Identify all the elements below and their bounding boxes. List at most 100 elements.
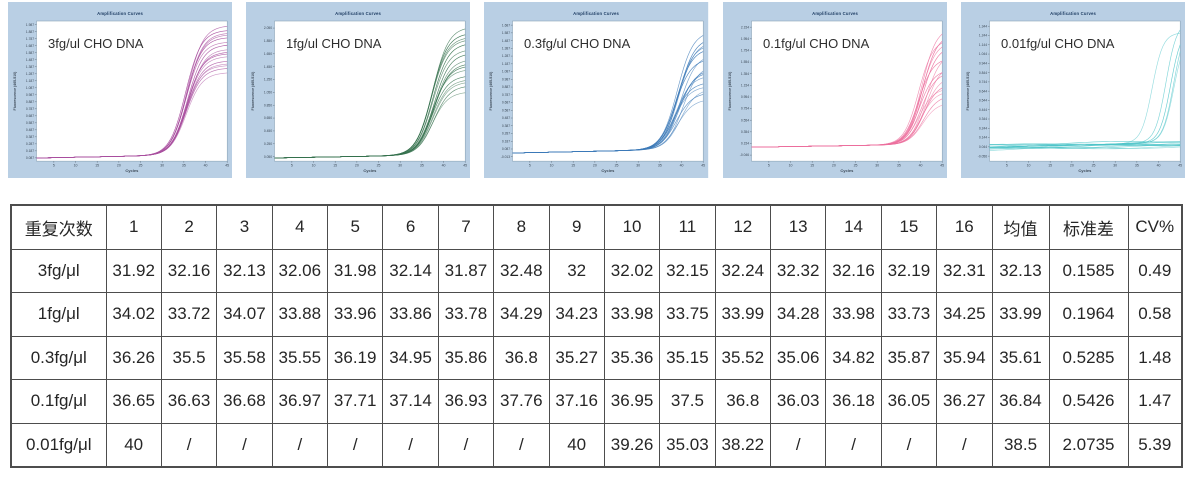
- svg-text:0.244: 0.244: [979, 126, 987, 130]
- ct-value-cell: 33.98: [825, 292, 882, 337]
- flat-curve: [989, 143, 1181, 149]
- svg-text:15: 15: [810, 163, 814, 167]
- cv-cell: 0.49: [1127, 248, 1183, 294]
- ct-value-cell: 35.15: [659, 335, 716, 381]
- svg-text:40: 40: [442, 163, 446, 167]
- column-header: 6: [382, 204, 439, 250]
- ct-value-cell: 40: [105, 422, 162, 468]
- x-axis-label: Cycles: [125, 168, 139, 173]
- svg-text:0.287: 0.287: [502, 132, 510, 136]
- ct-value-cell: 36.18: [825, 379, 882, 424]
- svg-text:1.387: 1.387: [26, 65, 34, 69]
- ct-value-cell: 35.03: [659, 422, 716, 468]
- chart-title: Amplification Curves: [335, 11, 381, 16]
- x-axis-label: Cycles: [364, 168, 378, 173]
- svg-text:1.487: 1.487: [26, 58, 34, 62]
- ct-value-cell: /: [493, 422, 550, 468]
- svg-text:40: 40: [680, 163, 684, 167]
- svg-text:30: 30: [637, 163, 641, 167]
- svg-text:0.154: 0.154: [740, 142, 748, 146]
- svg-text:1.387: 1.387: [502, 46, 510, 50]
- ct-value-cell: 31.87: [437, 248, 495, 294]
- chart-panel: Amplification Curves 1.687 1.587 1.487 1.387…: [484, 2, 709, 179]
- svg-text:20: 20: [355, 163, 359, 167]
- svg-text:0.687: 0.687: [26, 114, 34, 118]
- svg-text:0.554: 0.554: [740, 118, 748, 122]
- column-header: 5: [326, 204, 384, 250]
- ct-value-cell: 33.86: [382, 292, 439, 337]
- ct-value-cell: 36.97: [271, 379, 329, 424]
- column-header: 7: [437, 204, 495, 250]
- column-header: 2: [160, 204, 218, 250]
- mean-cell: 35.61: [991, 335, 1050, 381]
- svg-text:0.044: 0.044: [979, 145, 987, 149]
- plot-area: [36, 20, 228, 162]
- svg-text:25: 25: [1091, 163, 1095, 167]
- column-header: CV%: [1127, 204, 1183, 250]
- svg-text:1.887: 1.887: [26, 30, 34, 34]
- svg-text:35: 35: [182, 163, 186, 167]
- svg-text:40: 40: [918, 163, 922, 167]
- amplification-curves: [512, 35, 704, 154]
- concentration-annotation: 3fg/ul CHO DNA: [48, 36, 144, 51]
- svg-text:1.244: 1.244: [979, 34, 987, 38]
- ct-value-cell: 36.05: [880, 379, 938, 424]
- svg-text:10: 10: [312, 163, 316, 167]
- ct-value-cell: 35.36: [603, 335, 661, 381]
- ct-value-cell: 32.19: [880, 248, 938, 294]
- ct-value-cell: 32.02: [603, 248, 661, 294]
- ct-value-cell: 31.98: [326, 248, 384, 294]
- svg-text:10: 10: [550, 163, 554, 167]
- ct-value-cell: 33.88: [271, 292, 329, 337]
- ct-value-cell: /: [382, 422, 439, 468]
- svg-text:1.650: 1.650: [264, 52, 272, 56]
- row-label: 0.1fg/μl: [10, 379, 107, 424]
- svg-text:2.050: 2.050: [264, 26, 272, 30]
- svg-text:0.787: 0.787: [26, 107, 34, 111]
- column-header: 9: [548, 204, 605, 250]
- ct-value-cell: 32.13: [216, 248, 273, 294]
- svg-text:1.044: 1.044: [979, 52, 987, 56]
- svg-text:-0.056: -0.056: [978, 154, 988, 158]
- svg-text:0.250: 0.250: [264, 142, 272, 146]
- column-header: 8: [493, 204, 550, 250]
- x-axis-ticks: 5 10 15 20 25 30 35 40 45: [767, 161, 944, 167]
- table-row: 1fg/μl 34.02 33.72 34.07 33.88 33.96 33.86 33.7…: [10, 292, 1183, 337]
- svg-text:2.154: 2.154: [740, 25, 748, 29]
- y-axis-label: Fluorescence (465-510): [966, 72, 970, 111]
- svg-text:5: 5: [767, 163, 769, 167]
- sd-cell: 0.1585: [1048, 248, 1129, 294]
- sd-cell: 0.1964: [1048, 292, 1129, 337]
- ct-value-cell: 38.22: [714, 422, 772, 468]
- x-axis-label: Cycles: [602, 168, 616, 173]
- ct-value-cell: /: [936, 422, 993, 468]
- flat-curve: [989, 146, 1181, 151]
- ct-value-cell: 34.25: [936, 292, 993, 337]
- concentration-annotation: 0.3fg/ul CHO DNA: [524, 36, 631, 51]
- svg-text:1.287: 1.287: [26, 72, 34, 76]
- plot-area: [989, 20, 1181, 162]
- ct-value-cell: 34.23: [548, 292, 605, 337]
- svg-text:0.544: 0.544: [979, 99, 987, 103]
- svg-text:0.354: 0.354: [740, 130, 748, 134]
- table-row: 0.01fg/μl 40// / / / //40 39.26 35.03 38.22// //3…: [10, 422, 1183, 468]
- svg-text:5: 5: [53, 163, 55, 167]
- amplification-curve: [274, 64, 466, 159]
- column-header: 13: [769, 204, 827, 250]
- svg-text:1.250: 1.250: [264, 78, 272, 82]
- svg-text:15: 15: [572, 163, 576, 167]
- amplification-curves: [36, 26, 228, 159]
- y-axis-label: Fluorescence (465-510): [489, 72, 493, 111]
- svg-text:1.587: 1.587: [26, 51, 34, 55]
- amplification-plot: Amplification Curves 1.344 1.244 1.144 1.044…: [960, 2, 1186, 179]
- ct-value-cell: /: [825, 422, 882, 468]
- ct-value-cell: 32.24: [714, 248, 772, 294]
- ct-value-cell: 36.8: [493, 335, 550, 381]
- svg-text:0.887: 0.887: [502, 85, 510, 89]
- mean-cell: 33.99: [991, 292, 1050, 337]
- sd-cell: 2.0735: [1048, 422, 1129, 468]
- svg-text:0.144: 0.144: [979, 136, 987, 140]
- amplification-plot: Amplification Curves 1.687 1.587 1.487 1.387…: [484, 2, 709, 179]
- svg-text:20: 20: [117, 163, 121, 167]
